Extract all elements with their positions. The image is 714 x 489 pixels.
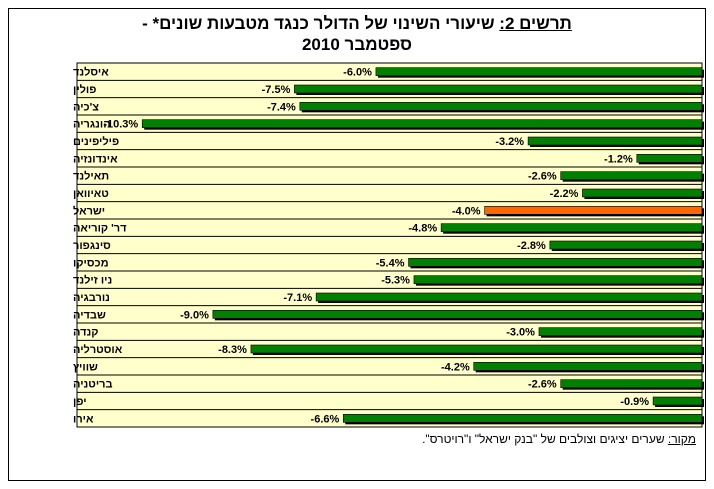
data-label: -7.1% bbox=[283, 292, 312, 304]
category-label: הונגריה bbox=[73, 119, 111, 131]
data-label: -2.6% bbox=[528, 171, 557, 183]
data-label: -4.8% bbox=[408, 223, 437, 235]
category-label: פולין bbox=[73, 83, 96, 96]
bar-16 bbox=[250, 344, 703, 354]
bar-3 bbox=[141, 119, 703, 128]
category-label: סינגפור bbox=[73, 240, 111, 252]
bar-6 bbox=[560, 171, 703, 180]
data-label: -2.6% bbox=[528, 379, 557, 391]
data-label: -3.0% bbox=[506, 327, 535, 339]
source-note: מקור: שערים יציגים וצולבים של "בנק ישראל… bbox=[422, 432, 696, 446]
data-label: -0.9% bbox=[620, 396, 649, 408]
category-label: אוסטרליה bbox=[73, 343, 123, 356]
data-label: -3.2% bbox=[495, 136, 524, 148]
bar-1 bbox=[294, 84, 703, 94]
data-label: -2.8% bbox=[517, 240, 546, 252]
bar-15 bbox=[538, 327, 703, 336]
bar-10 bbox=[549, 240, 703, 250]
category-label: אירו bbox=[73, 413, 94, 425]
source-label: מקור: bbox=[667, 432, 696, 446]
category-label: ישראל bbox=[73, 204, 105, 217]
data-label: -2.2% bbox=[550, 188, 579, 200]
category-label: צ'כיה bbox=[73, 101, 99, 113]
chart-title-text: שיעורי השינוי של הדולר כנגד מטבעות שונים… bbox=[142, 14, 495, 33]
category-label: קנדה bbox=[73, 327, 98, 339]
bar-14 bbox=[212, 310, 703, 319]
category-label: יפן bbox=[73, 396, 87, 408]
category-label: אינדונזיה bbox=[73, 153, 118, 165]
bar-0 bbox=[375, 67, 703, 76]
bar-2 bbox=[299, 102, 703, 111]
bar-4 bbox=[527, 136, 703, 146]
bar-20 bbox=[343, 414, 703, 423]
category-label: נורבגיה bbox=[73, 292, 110, 304]
category-label: תאילנד bbox=[73, 170, 109, 183]
category-label: טאיוואן bbox=[73, 188, 109, 200]
data-label: -4.0% bbox=[452, 205, 481, 217]
chart-title-label: תרשים 2: bbox=[499, 14, 572, 33]
data-label: -6.0% bbox=[343, 67, 372, 79]
bar-19 bbox=[652, 396, 703, 406]
data-label: -7.5% bbox=[262, 84, 291, 96]
bar-9 bbox=[440, 223, 703, 232]
data-label: -1.2% bbox=[604, 153, 633, 165]
category-label: מכסיקו bbox=[73, 257, 109, 269]
category-label: בריטניה bbox=[73, 379, 113, 391]
chart-title: תרשים 2: שיעורי השינוי של הדולר כנגד מטב… bbox=[0, 13, 714, 55]
data-label: -10.3% bbox=[103, 119, 138, 131]
bar-18 bbox=[560, 379, 703, 388]
category-label: איסלנד bbox=[73, 66, 109, 79]
data-label: -4.2% bbox=[441, 361, 470, 373]
category-label: ניו זילנד bbox=[73, 274, 112, 287]
category-label: שוויץ bbox=[73, 361, 98, 373]
bar-13 bbox=[315, 292, 703, 302]
bar-8 bbox=[484, 206, 703, 215]
bar-12 bbox=[413, 275, 703, 284]
category-label: פיליפינים bbox=[73, 135, 119, 148]
category-label: דר' קוריאה bbox=[73, 223, 127, 235]
chart-title-line2: ספטמבר 2010 bbox=[301, 35, 413, 54]
bar-5 bbox=[636, 154, 703, 163]
data-label: -8.3% bbox=[218, 344, 247, 356]
category-label: שבדיה bbox=[73, 309, 106, 321]
data-label: -9.0% bbox=[180, 309, 209, 321]
data-label: -5.3% bbox=[381, 275, 410, 287]
bar-17 bbox=[473, 362, 703, 371]
data-label: -5.4% bbox=[376, 257, 405, 269]
source-text: שערים יציגים וצולבים של "בנק ישראל" ו"רו… bbox=[422, 432, 665, 446]
data-label: -6.6% bbox=[311, 413, 340, 425]
data-label: -7.4% bbox=[267, 101, 296, 113]
bar-7 bbox=[582, 188, 703, 198]
bar-11 bbox=[408, 258, 703, 267]
